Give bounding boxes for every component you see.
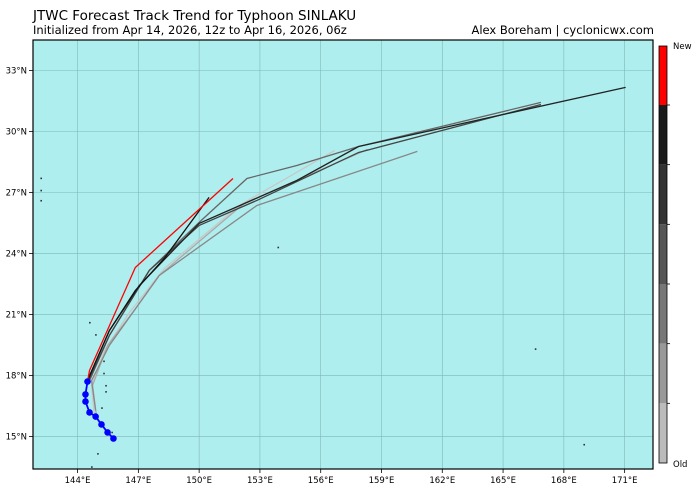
colorbar-new-label: New	[673, 42, 692, 52]
island	[101, 407, 103, 409]
island	[40, 199, 43, 202]
colorbar-frame	[658, 45, 668, 464]
island	[103, 372, 105, 375]
island	[40, 177, 43, 180]
lat-tick-label: 15°N	[6, 432, 27, 442]
island	[40, 189, 43, 192]
past-position-marker	[86, 409, 93, 416]
past-position-marker	[98, 421, 105, 428]
island	[111, 431, 113, 434]
island	[103, 360, 105, 363]
lon-tick-label: 162°E	[429, 476, 455, 486]
island	[95, 334, 97, 336]
forecast-track	[86, 196, 210, 381]
island	[105, 384, 107, 387]
colorbar-segment	[659, 105, 667, 165]
past-position-marker	[82, 391, 89, 398]
past-position-marker	[82, 398, 89, 405]
island	[89, 321, 91, 324]
forecast-track	[90, 150, 418, 411]
colorbar-segment	[659, 403, 667, 463]
colorbar-segment	[659, 343, 667, 404]
lat-tick-label: 18°N	[6, 371, 27, 381]
colorbar-segment	[659, 224, 667, 284]
island	[97, 453, 99, 455]
island	[534, 348, 537, 350]
lon-tick-label: 156°E	[308, 476, 334, 486]
ocean	[33, 40, 653, 469]
island	[583, 443, 586, 446]
colorbar-segment	[659, 284, 667, 344]
map-frame	[32, 39, 654, 470]
past-position-marker	[84, 378, 91, 385]
lat-tick-label: 30°N	[6, 127, 27, 137]
colorbar-segment	[659, 164, 667, 225]
lon-tick-label: 147°E	[125, 476, 151, 486]
past-position-marker	[110, 435, 117, 442]
lat-tick-label: 21°N	[6, 310, 27, 320]
lon-tick-label: 171°E	[612, 476, 638, 486]
lat-tick-label: 24°N	[6, 249, 27, 259]
forecast-track	[86, 177, 234, 382]
lon-tick-label: 159°E	[369, 476, 395, 486]
lat-tick-label: 27°N	[6, 188, 27, 198]
island	[277, 246, 280, 249]
chart-title: JTWC Forecast Track Trend for Typhoon SI…	[33, 8, 357, 24]
past-position-marker	[92, 413, 99, 420]
lon-tick-label: 153°E	[247, 476, 273, 486]
island	[91, 466, 93, 468]
lon-tick-label: 144°E	[65, 476, 91, 486]
lon-tick-label: 168°E	[551, 476, 577, 486]
forecast-track	[87, 103, 542, 381]
lat-tick-label: 33°N	[6, 66, 27, 76]
lon-tick-label: 150°E	[186, 476, 212, 486]
colorbar-segment	[659, 46, 667, 105]
chart-subtitle: Initialized from Apr 14, 2026, 12z to Ap…	[33, 23, 347, 37]
lon-tick-label: 165°E	[490, 476, 516, 486]
credit-label: Alex Boreham | cyclonicwx.com	[471, 23, 654, 37]
island	[105, 391, 107, 393]
past-position-marker	[104, 429, 111, 436]
colorbar-old-label: Old	[673, 460, 687, 470]
